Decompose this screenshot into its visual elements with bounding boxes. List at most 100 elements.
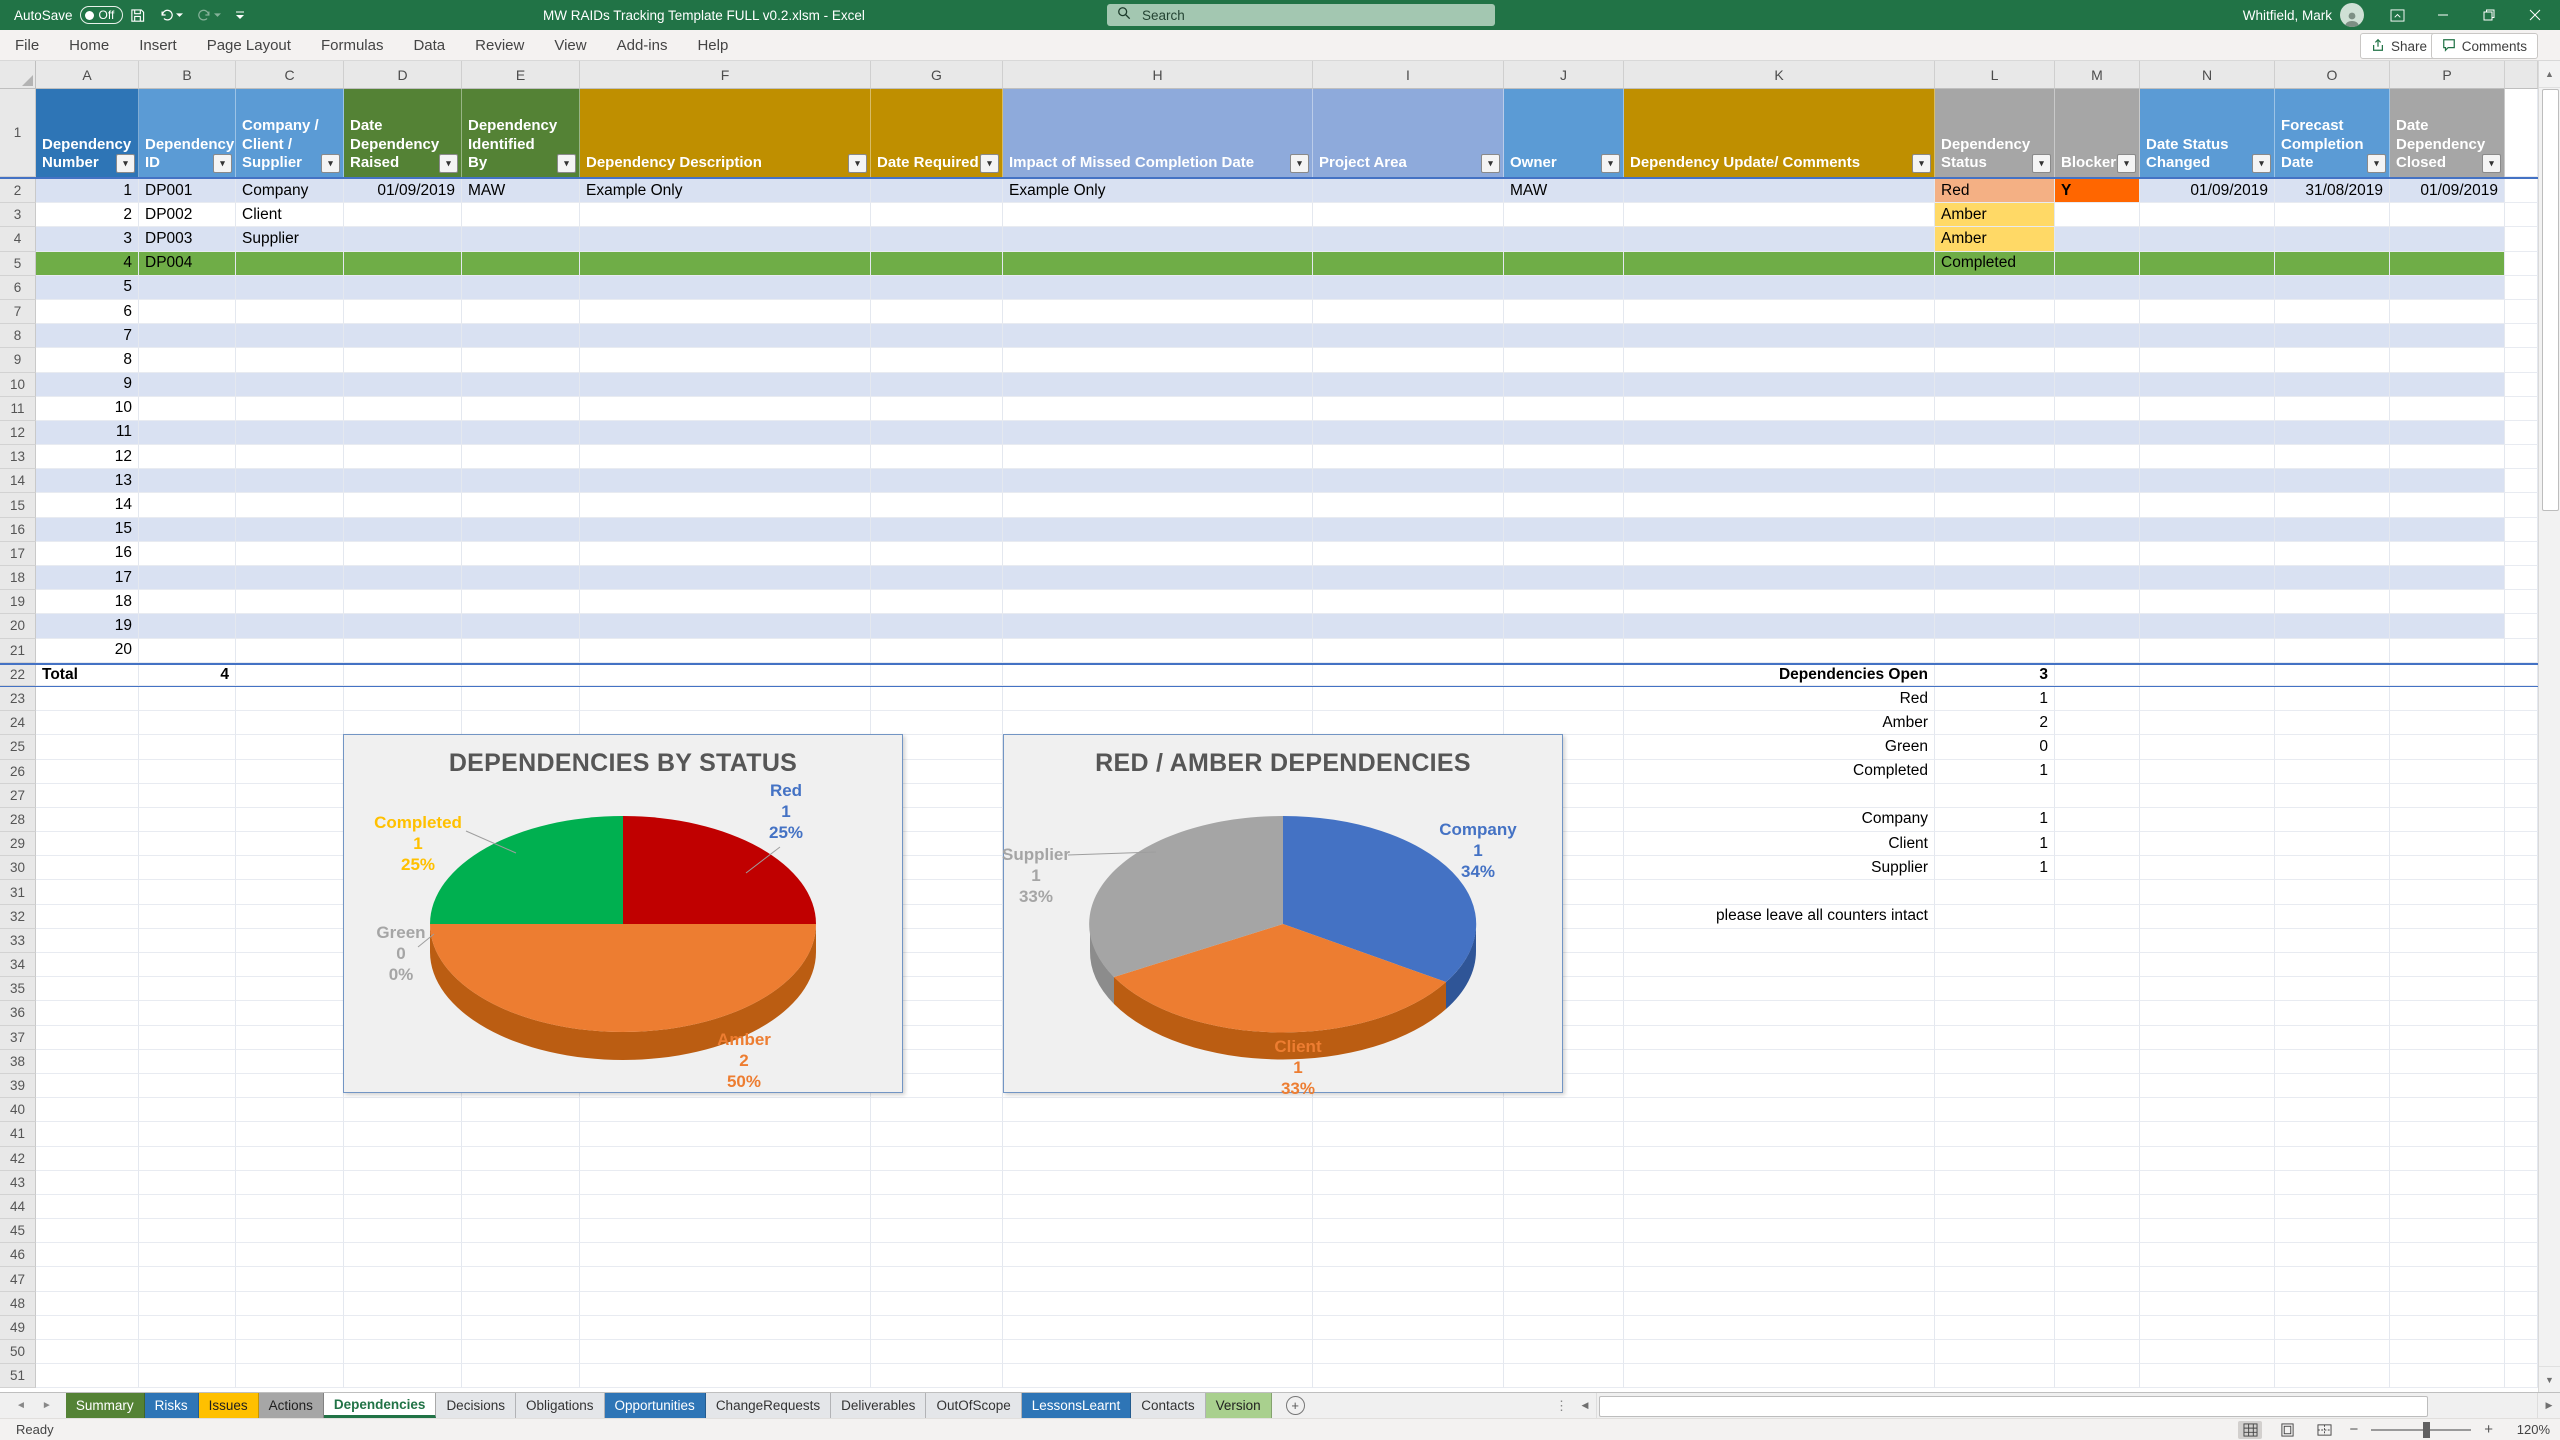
cell-C25[interactable] bbox=[236, 735, 344, 759]
avatar[interactable] bbox=[2340, 3, 2364, 27]
cell-P8[interactable] bbox=[2390, 324, 2505, 348]
cell-D22[interactable] bbox=[344, 665, 462, 686]
cell-N14[interactable] bbox=[2140, 469, 2275, 493]
cell-O25[interactable] bbox=[2275, 735, 2390, 759]
cell-P33[interactable] bbox=[2390, 929, 2505, 953]
cell-C9[interactable] bbox=[236, 348, 344, 372]
cell-K45[interactable] bbox=[1624, 1219, 1935, 1243]
cell-C27[interactable] bbox=[236, 784, 344, 808]
cell-C45[interactable] bbox=[236, 1219, 344, 1243]
cell-O40[interactable] bbox=[2275, 1098, 2390, 1122]
row-header[interactable]: 32 bbox=[0, 905, 36, 929]
cell-L7[interactable] bbox=[1935, 300, 2055, 324]
cell-P34[interactable] bbox=[2390, 953, 2505, 977]
cell-P27[interactable] bbox=[2390, 784, 2505, 808]
row-header[interactable]: 13 bbox=[0, 445, 36, 469]
table-header-K[interactable]: Dependency Update/ Comments▾ bbox=[1624, 89, 1935, 177]
cell-K5[interactable] bbox=[1624, 252, 1935, 276]
cell-D45[interactable] bbox=[344, 1219, 462, 1243]
row-header[interactable]: 4 bbox=[0, 227, 36, 251]
cell-O6[interactable] bbox=[2275, 276, 2390, 300]
cell-G40[interactable] bbox=[871, 1098, 1003, 1122]
table-header-C[interactable]: Company / Client / Supplier▾ bbox=[236, 89, 344, 177]
cell-O5[interactable] bbox=[2275, 252, 2390, 276]
cell-I45[interactable] bbox=[1313, 1219, 1504, 1243]
scroll-left-icon[interactable]: ◀ bbox=[1574, 1393, 1596, 1418]
row-header[interactable]: 24 bbox=[0, 711, 36, 735]
sheet-nav-left-icon[interactable]: ◄ bbox=[16, 1400, 26, 1411]
cell-L13[interactable] bbox=[1935, 445, 2055, 469]
cell-N51[interactable] bbox=[2140, 1364, 2275, 1388]
cell-G7[interactable] bbox=[871, 300, 1003, 324]
row-header[interactable]: 25 bbox=[0, 735, 36, 759]
row-header[interactable]: 18 bbox=[0, 566, 36, 590]
cell-M36[interactable] bbox=[2055, 1001, 2140, 1025]
cell-B27[interactable] bbox=[139, 784, 236, 808]
cell-L23[interactable]: 1 bbox=[1935, 687, 2055, 711]
filter-button[interactable]: ▾ bbox=[1601, 154, 1620, 173]
cell-D21[interactable] bbox=[344, 639, 462, 663]
column-header-D[interactable]: D bbox=[344, 61, 462, 89]
cell-P51[interactable] bbox=[2390, 1364, 2505, 1388]
cell-B18[interactable] bbox=[139, 566, 236, 590]
cell-K39[interactable] bbox=[1624, 1074, 1935, 1098]
cell-M19[interactable] bbox=[2055, 590, 2140, 614]
cell-A33[interactable] bbox=[36, 929, 139, 953]
cell-E44[interactable] bbox=[462, 1195, 580, 1219]
cell-F42[interactable] bbox=[580, 1147, 871, 1171]
redo-button[interactable] bbox=[197, 8, 221, 22]
cell-F10[interactable] bbox=[580, 373, 871, 397]
cell-F8[interactable] bbox=[580, 324, 871, 348]
cell-M49[interactable] bbox=[2055, 1316, 2140, 1340]
new-sheet-button[interactable]: + bbox=[1286, 1396, 1305, 1415]
cell-I7[interactable] bbox=[1313, 300, 1504, 324]
cell-L40[interactable] bbox=[1935, 1098, 2055, 1122]
cell-H17[interactable] bbox=[1003, 542, 1313, 566]
cell-E43[interactable] bbox=[462, 1171, 580, 1195]
cell-O24[interactable] bbox=[2275, 711, 2390, 735]
cell-O47[interactable] bbox=[2275, 1267, 2390, 1291]
cell-L26[interactable]: 1 bbox=[1935, 760, 2055, 784]
cell-N3[interactable] bbox=[2140, 203, 2275, 227]
cell-N28[interactable] bbox=[2140, 808, 2275, 832]
cell-P23[interactable] bbox=[2390, 687, 2505, 711]
cell-B40[interactable] bbox=[139, 1098, 236, 1122]
row-header[interactable]: 19 bbox=[0, 590, 36, 614]
row-header[interactable]: 16 bbox=[0, 518, 36, 542]
cell-K15[interactable] bbox=[1624, 493, 1935, 517]
cell-J17[interactable] bbox=[1504, 542, 1624, 566]
cell-B9[interactable] bbox=[139, 348, 236, 372]
cell-C48[interactable] bbox=[236, 1292, 344, 1316]
table-header-A[interactable]: Dependency Number▾ bbox=[36, 89, 139, 177]
cell-F51[interactable] bbox=[580, 1364, 871, 1388]
row-header[interactable]: 36 bbox=[0, 1001, 36, 1025]
vertical-scrollbar[interactable]: ▲ ▼ bbox=[2538, 61, 2560, 1393]
cell-H16[interactable] bbox=[1003, 518, 1313, 542]
table-header-D[interactable]: Date Dependency Raised▾ bbox=[344, 89, 462, 177]
cell-F47[interactable] bbox=[580, 1267, 871, 1291]
cell-L27[interactable] bbox=[1935, 784, 2055, 808]
cell-D11[interactable] bbox=[344, 397, 462, 421]
cell-L47[interactable] bbox=[1935, 1267, 2055, 1291]
cell-M21[interactable] bbox=[2055, 639, 2140, 663]
cell-K22[interactable]: Dependencies Open bbox=[1624, 665, 1935, 686]
cell-N24[interactable] bbox=[2140, 711, 2275, 735]
undo-button[interactable] bbox=[159, 8, 183, 22]
cell-P38[interactable] bbox=[2390, 1050, 2505, 1074]
cell-H47[interactable] bbox=[1003, 1267, 1313, 1291]
cell-E45[interactable] bbox=[462, 1219, 580, 1243]
cell-P42[interactable] bbox=[2390, 1147, 2505, 1171]
sheet-tab-deliverables[interactable]: Deliverables bbox=[831, 1393, 926, 1418]
cell-I48[interactable] bbox=[1313, 1292, 1504, 1316]
filter-button[interactable]: ▾ bbox=[116, 154, 135, 173]
cell-I44[interactable] bbox=[1313, 1195, 1504, 1219]
cell-M9[interactable] bbox=[2055, 348, 2140, 372]
cell-D48[interactable] bbox=[344, 1292, 462, 1316]
cell-B43[interactable] bbox=[139, 1171, 236, 1195]
cell-N37[interactable] bbox=[2140, 1026, 2275, 1050]
cell-J5[interactable] bbox=[1504, 252, 1624, 276]
cell-N6[interactable] bbox=[2140, 276, 2275, 300]
cell-D8[interactable] bbox=[344, 324, 462, 348]
row-header[interactable]: 8 bbox=[0, 324, 36, 348]
cell-E7[interactable] bbox=[462, 300, 580, 324]
